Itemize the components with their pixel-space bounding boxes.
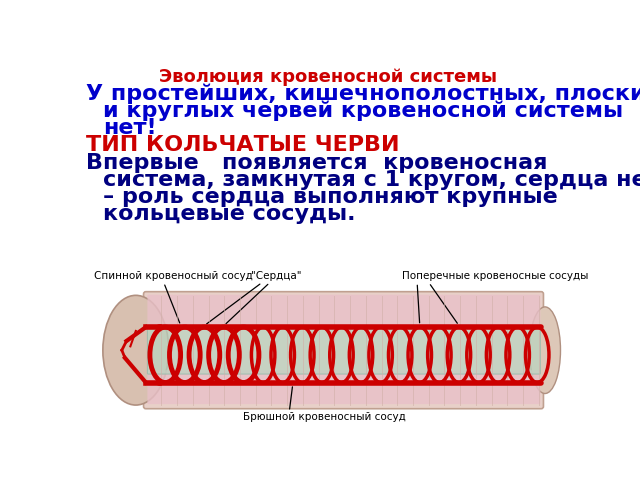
Text: Спинной кровеносный сосуд: Спинной кровеносный сосуд bbox=[94, 271, 253, 281]
Text: "Сердца": "Сердца" bbox=[250, 271, 301, 281]
Text: Брюшной кровеносный сосуд: Брюшной кровеносный сосуд bbox=[243, 412, 406, 422]
Text: и круглых червей кровеносной системы: и круглых червей кровеносной системы bbox=[103, 101, 623, 121]
FancyBboxPatch shape bbox=[147, 295, 540, 329]
Text: Впервые   появляется  кровеносная: Впервые появляется кровеносная bbox=[86, 153, 548, 173]
Text: – роль сердца выполняют крупные: – роль сердца выполняют крупные bbox=[103, 187, 558, 207]
Text: Поперечные кровеносные сосуды: Поперечные кровеносные сосуды bbox=[402, 271, 588, 281]
Ellipse shape bbox=[529, 307, 561, 394]
Text: кольцевые сосуды.: кольцевые сосуды. bbox=[103, 204, 356, 224]
FancyBboxPatch shape bbox=[143, 292, 543, 408]
FancyBboxPatch shape bbox=[147, 370, 540, 404]
Ellipse shape bbox=[103, 295, 169, 405]
Text: система, замкнутая с 1 кругом, сердца нет: система, замкнутая с 1 кругом, сердца не… bbox=[103, 170, 640, 190]
Text: Эволюция кровеносной системы: Эволюция кровеносной системы bbox=[159, 68, 497, 86]
FancyBboxPatch shape bbox=[147, 326, 540, 374]
Text: У простейших, кишечнополостных, плоских: У простейших, кишечнополостных, плоских bbox=[86, 84, 640, 104]
Text: ТИП КОЛЬЧАТЫЕ ЧЕРВИ: ТИП КОЛЬЧАТЫЕ ЧЕРВИ bbox=[86, 134, 400, 155]
Text: нет!: нет! bbox=[103, 118, 157, 138]
